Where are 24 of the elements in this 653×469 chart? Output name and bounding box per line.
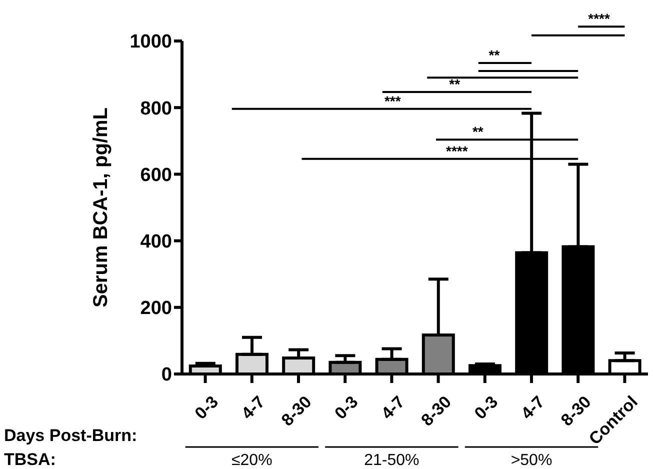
annotation: ** — [472, 124, 484, 140]
y-tick-label: 0 — [161, 364, 172, 386]
text: TBSA: — [4, 450, 56, 469]
y-tick-label: 600 — [140, 164, 172, 186]
x-tick-label: 0-3 — [470, 392, 502, 424]
y-tick-label: 800 — [140, 98, 172, 120]
annotation: ** — [488, 46, 500, 63]
x-tick-label: 0-3 — [191, 392, 222, 424]
y-tick-label: 1000 — [130, 32, 172, 53]
x-tick-label: 4-7 — [238, 392, 269, 424]
text: 21-50% — [364, 452, 420, 469]
y-tick-label: 400 — [140, 232, 172, 253]
text: **** — [588, 10, 611, 27]
y-tick-label: 200 — [140, 298, 172, 320]
text: ≤20% — [231, 452, 272, 469]
x-tick-label: 4-7 — [378, 392, 408, 424]
annotation: ** — [449, 76, 461, 92]
y-axis-title: Serum BCA-1, pg/mL — [90, 107, 112, 308]
text: >50% — [510, 452, 552, 469]
text: Days Post-Burn: — [4, 426, 138, 445]
x-tick-label: 4-7 — [517, 392, 548, 424]
annotation: **** — [446, 142, 468, 159]
x-tick-label: 0-3 — [331, 392, 362, 424]
annotation: *** — [384, 92, 402, 109]
